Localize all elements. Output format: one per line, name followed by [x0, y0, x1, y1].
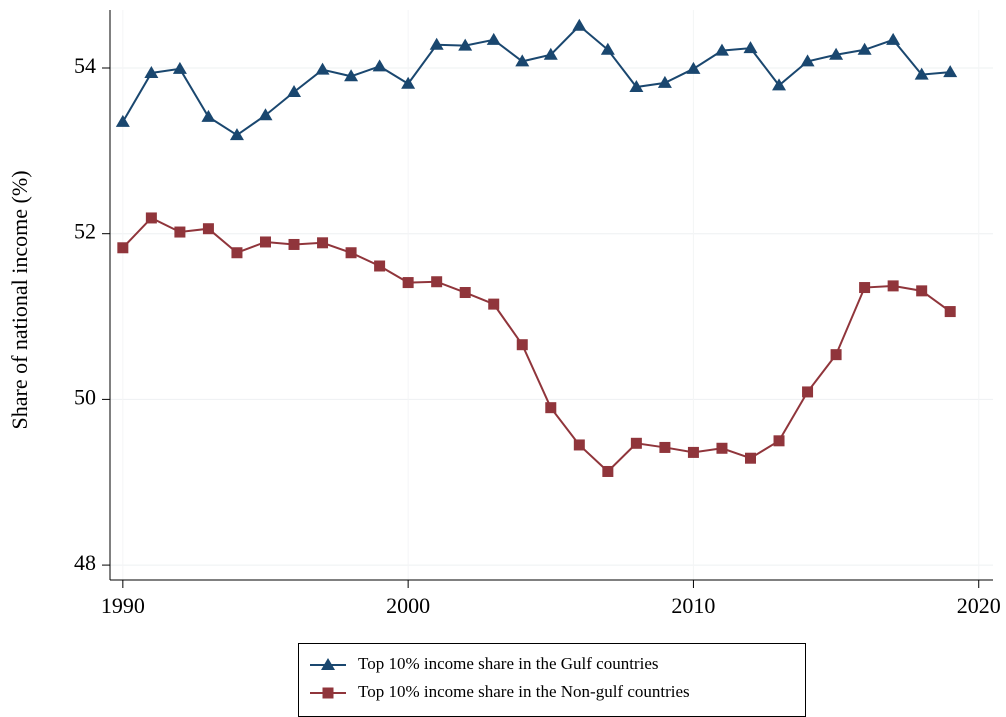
data-point	[743, 41, 758, 54]
data-point	[372, 59, 387, 72]
data-point	[429, 37, 444, 50]
x-tick-label: 2020	[957, 593, 1001, 618]
data-point	[943, 65, 958, 78]
data-point	[600, 42, 615, 55]
data-point	[545, 402, 557, 414]
data-point	[772, 78, 787, 91]
data-point	[686, 61, 701, 74]
data-point	[886, 32, 901, 45]
data-point	[458, 38, 473, 51]
data-point	[144, 65, 159, 78]
data-point	[259, 236, 271, 248]
data-point	[802, 386, 814, 398]
data-point	[800, 54, 815, 67]
data-point	[657, 75, 672, 88]
x-tick-label: 2010	[671, 593, 715, 618]
data-point	[659, 441, 671, 453]
data-point	[258, 108, 273, 121]
data-point	[830, 349, 842, 361]
y-tick-label: 52	[74, 219, 96, 244]
data-point	[229, 128, 244, 141]
data-point	[629, 80, 644, 93]
data-point	[115, 114, 130, 127]
data-point	[174, 226, 186, 238]
data-point	[315, 62, 330, 75]
data-point	[402, 277, 414, 289]
data-point	[687, 446, 699, 458]
data-point	[202, 223, 214, 235]
data-point	[859, 282, 871, 294]
data-point	[317, 237, 329, 249]
data-point	[716, 442, 728, 454]
data-point	[516, 339, 528, 351]
x-tick-label: 1990	[101, 593, 145, 618]
data-point	[345, 247, 357, 259]
data-point	[916, 285, 928, 297]
y-tick-label: 50	[74, 384, 96, 409]
data-point	[914, 67, 929, 80]
data-point	[172, 61, 187, 74]
data-point	[515, 54, 530, 67]
data-point	[401, 76, 416, 89]
data-point	[117, 242, 129, 254]
series-line	[121, 24, 951, 137]
data-point	[488, 298, 500, 310]
data-point	[374, 260, 386, 272]
data-point	[288, 238, 300, 250]
data-point	[630, 437, 642, 449]
legend-marker	[322, 687, 334, 699]
data-point	[573, 439, 585, 451]
data-point	[145, 212, 157, 224]
data-point	[714, 43, 729, 56]
data-point	[944, 306, 956, 318]
data-point	[459, 287, 471, 299]
legend-box	[298, 643, 806, 717]
data-point	[486, 32, 501, 45]
data-point	[201, 109, 216, 122]
x-tick-label: 2000	[386, 593, 430, 618]
data-point	[344, 69, 359, 82]
data-point	[887, 280, 899, 292]
y-axis-title: Share of national income (%)	[7, 170, 32, 429]
legend-label: Top 10% income share in the Non-gulf cou…	[358, 682, 690, 701]
data-point	[773, 435, 785, 447]
data-point	[829, 47, 844, 60]
data-point	[287, 85, 302, 98]
y-tick-label: 48	[74, 550, 96, 575]
series-line	[122, 216, 951, 473]
data-point	[857, 42, 872, 55]
data-point	[231, 247, 243, 259]
legend-label: Top 10% income share in the Gulf countri…	[358, 654, 658, 673]
y-tick-label: 54	[74, 53, 96, 78]
data-point	[602, 465, 614, 477]
data-point	[744, 452, 756, 464]
data-point	[431, 276, 443, 288]
data-point	[572, 18, 587, 31]
data-point	[543, 47, 558, 60]
legend-marker	[321, 658, 335, 670]
